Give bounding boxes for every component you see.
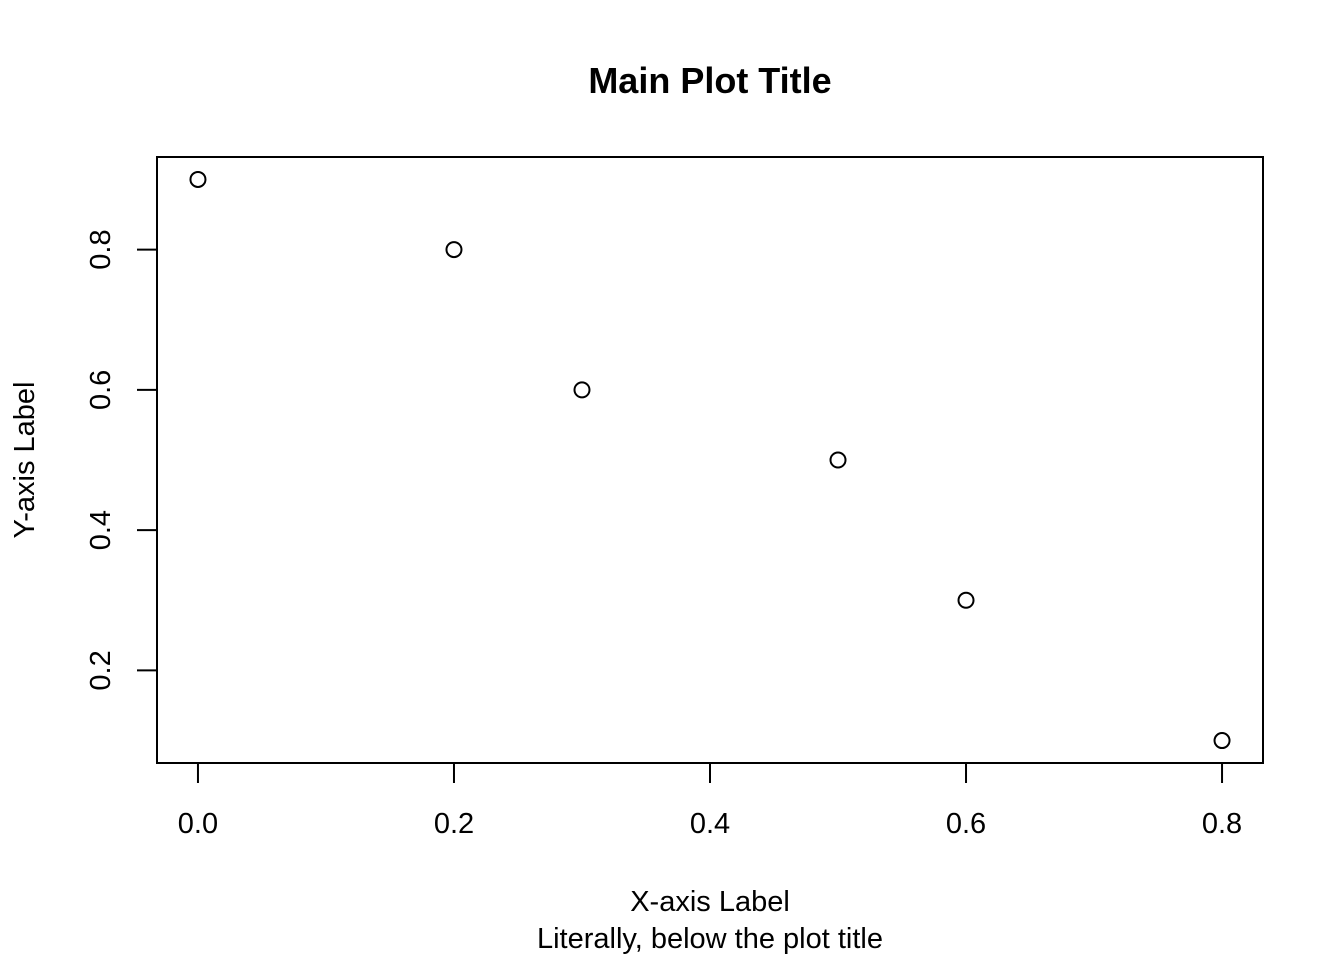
data-point xyxy=(573,381,591,399)
y-axis-label: Y-axis Label xyxy=(9,382,41,539)
plot-frame xyxy=(156,156,1264,764)
x-axis-ticks: 0.0 0.2 0.4 0.6 0.8 xyxy=(178,763,1242,840)
x-tick-label: 0.0 xyxy=(178,808,218,840)
data-points xyxy=(189,170,1231,750)
data-point xyxy=(189,170,207,188)
x-tick-label: 0.6 xyxy=(946,808,986,840)
y-tick-label: 0.8 xyxy=(85,229,117,269)
chart-title: Main Plot Title xyxy=(588,60,831,101)
data-point xyxy=(829,451,847,469)
y-axis-ticks: 0.2 0.4 0.6 0.8 xyxy=(85,229,157,691)
data-point xyxy=(957,591,975,609)
x-axis-label: X-axis Label xyxy=(630,886,790,918)
x-tick-label: 0.8 xyxy=(1202,808,1242,840)
x-tick-label: 0.4 xyxy=(690,808,730,840)
y-tick-label: 0.4 xyxy=(85,510,117,550)
chart-subtitle: Literally, below the plot title xyxy=(537,923,883,955)
x-tick-label: 0.2 xyxy=(434,808,474,840)
data-point xyxy=(1213,732,1231,750)
data-point xyxy=(445,241,463,259)
y-tick-label: 0.2 xyxy=(85,650,117,690)
y-tick-label: 0.6 xyxy=(85,370,117,410)
